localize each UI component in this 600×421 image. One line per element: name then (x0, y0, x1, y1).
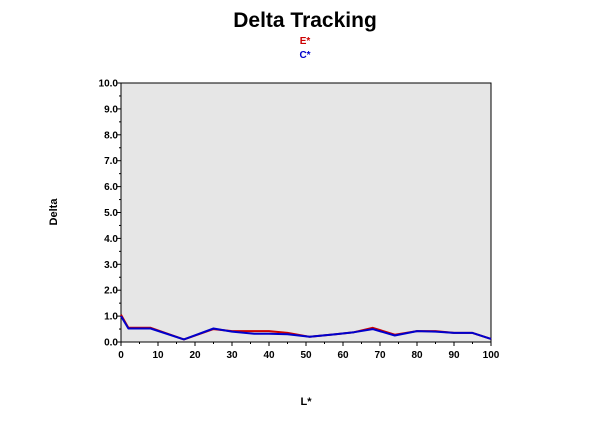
x-tick-label: 20 (189, 350, 201, 361)
series-line-c (120, 315, 492, 341)
y-tick-label: 10.0 (99, 79, 119, 90)
x-tick-label: 70 (374, 350, 386, 361)
y-tick-label: 1.0 (104, 312, 118, 323)
y-tick-label: 9.0 (104, 104, 118, 115)
x-tick-label: 60 (337, 350, 349, 361)
x-axis-label: L* (301, 396, 313, 408)
legend-entry-e: E* (300, 36, 311, 47)
x-tick-label: 90 (448, 350, 460, 361)
y-axis-label: Delta (48, 198, 60, 226)
x-axis: 0 10 20 30 40 50 60 70 80 90 100 (118, 342, 500, 361)
x-tick-label: 100 (483, 350, 500, 361)
x-tick-label: 10 (152, 350, 164, 361)
x-tick-label: 40 (263, 350, 275, 361)
y-tick-label: 3.0 (104, 260, 118, 271)
y-tick-label: 2.0 (104, 286, 118, 297)
y-tick-label: 0.0 (104, 338, 118, 349)
plot-area (120, 82, 492, 343)
y-tick-label: 8.0 (104, 130, 118, 141)
x-tick-label: 30 (226, 350, 238, 361)
series-group (120, 314, 492, 341)
y-tick-label: 7.0 (104, 156, 118, 167)
chart-title: Delta Tracking (233, 9, 377, 32)
y-tick-label: 6.0 (104, 182, 118, 193)
y-tick-label: 4.0 (104, 234, 118, 245)
y-axis: 0.0 1.0 2.0 3.0 4.0 5.0 6.0 7.0 8.0 9.0 10.0 (99, 79, 121, 349)
x-tick-label: 80 (411, 350, 423, 361)
x-tick-label: 50 (300, 350, 312, 361)
x-tick-label: 0 (118, 350, 124, 361)
y-tick-label: 5.0 (104, 208, 118, 219)
legend-entry-c: C* (299, 50, 310, 61)
